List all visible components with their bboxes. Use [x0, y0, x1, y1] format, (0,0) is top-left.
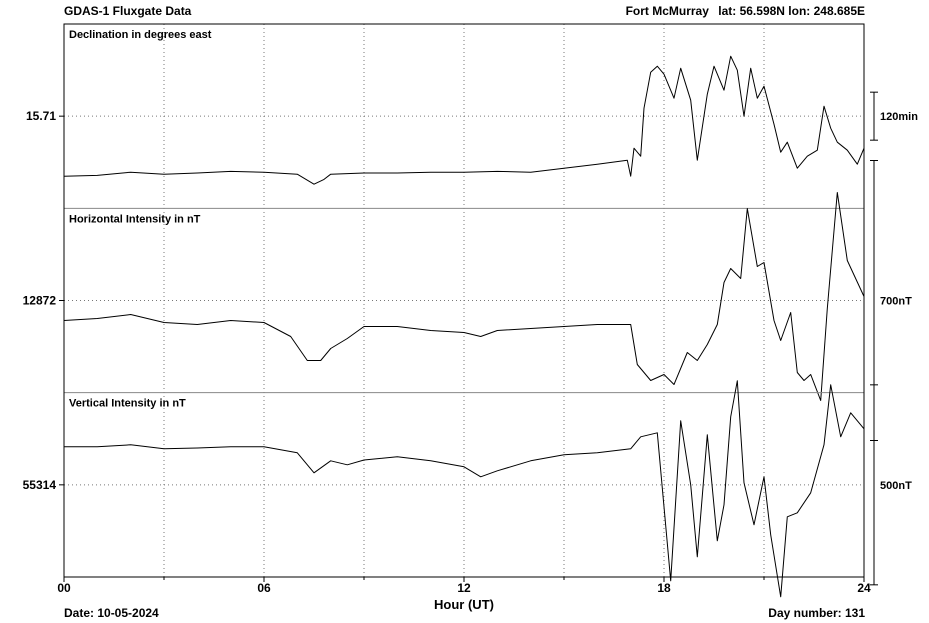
- station-name: Fort McMurray: [625, 4, 709, 18]
- x-tick-label: 18: [657, 581, 671, 595]
- reference-value-label: 55314: [23, 478, 57, 492]
- station-location: lat: 56.598N lon: 248.685E: [718, 4, 865, 18]
- data-series-line: [64, 380, 865, 598]
- reference-value-label: 12872: [23, 294, 57, 308]
- data-series-line: [63, 192, 865, 401]
- x-axis-label: Hour (UT): [434, 597, 494, 612]
- day-number-label: Day number: 131: [768, 606, 865, 620]
- chart-title: GDAS-1 Fluxgate Data: [64, 4, 192, 18]
- panel-label: Horizontal Intensity in nT: [69, 213, 201, 225]
- station-info: Fort McMurray lat: 56.598N lon: 248.685E: [626, 4, 865, 18]
- scale-bar-label: 500nT: [880, 480, 912, 492]
- scale-bar-label: 700nT: [880, 296, 912, 308]
- x-tick-label: 12: [457, 581, 471, 595]
- reference-value-label: 15.71: [26, 109, 56, 123]
- x-tick-label: 00: [57, 581, 71, 595]
- panel-label: Vertical Intensity in nT: [69, 398, 186, 410]
- panel-label: Declination in degrees east: [69, 29, 212, 41]
- x-tick-label: 06: [257, 581, 271, 595]
- data-series-line: [63, 55, 865, 185]
- scale-bar-label: 120min: [880, 111, 918, 123]
- x-tick-label: 24: [857, 581, 871, 595]
- date-label: Date: 10-05-2024: [64, 606, 159, 620]
